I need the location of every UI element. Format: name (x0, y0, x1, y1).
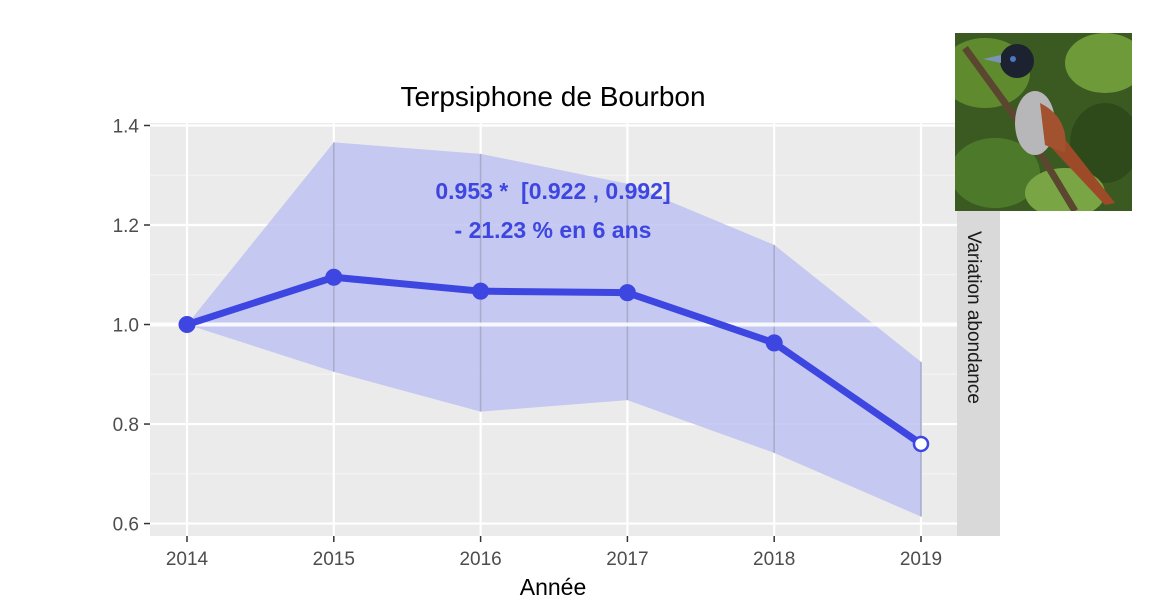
y-tick-label: 0.8 (113, 415, 139, 436)
data-point (618, 284, 636, 302)
x-tick-label: 2016 (459, 549, 501, 570)
facet-strip (957, 211, 1000, 536)
y-tick-label: 1.4 (113, 116, 140, 137)
facet-strip-label: Variation abondance (963, 231, 984, 404)
x-tick-label: 2014 (166, 549, 209, 570)
data-point (912, 435, 930, 453)
x-tick-label: 2018 (753, 549, 795, 570)
y-tick-label: 1.2 (113, 216, 139, 237)
x-axis: 2014 2015 2016 2017 2018 2019 (166, 536, 942, 570)
paradise-flycatcher-bird-photo (955, 33, 1132, 211)
data-point (472, 282, 490, 300)
y-tick-label: 0.6 (113, 515, 139, 536)
data-point (765, 334, 783, 352)
y-tick-label: 1.0 (113, 316, 139, 337)
data-point (325, 268, 343, 286)
chart-title: Terpsiphone de Bourbon (400, 81, 705, 112)
data-points (178, 268, 930, 453)
series-line (183, 273, 925, 448)
y-axis: 0.6 0.8 1.0 1.2 1.4 (113, 116, 150, 536)
data-point (178, 316, 196, 334)
confidence-ribbon (187, 142, 921, 517)
x-tick-label: 2019 (900, 549, 942, 570)
x-tick-label: 2015 (313, 549, 355, 570)
trend-estimate-label: 0.953 * [0.922 , 0.992] (435, 178, 670, 204)
x-axis-title: Année (520, 574, 587, 600)
trend-percent-label: - 21.23 % en 6 ans (455, 217, 652, 243)
x-tick-label: 2017 (606, 549, 648, 570)
